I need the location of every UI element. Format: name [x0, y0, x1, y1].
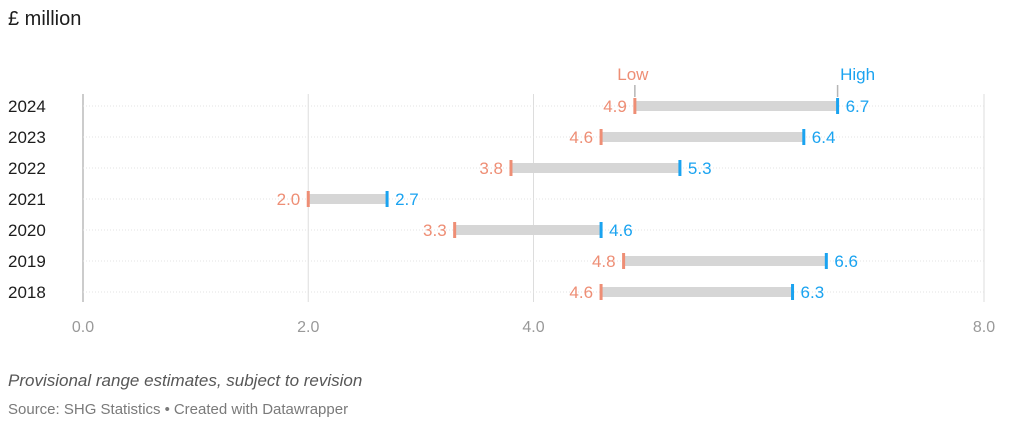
high-marker — [802, 129, 806, 145]
category-label: 2020 — [8, 221, 46, 240]
chart-unit-title: £ million — [8, 8, 82, 30]
low-value-label: 4.6 — [569, 128, 593, 147]
category-label: 2018 — [8, 283, 46, 302]
high-value-label: 6.3 — [801, 283, 825, 302]
range-bar — [510, 163, 680, 173]
range-bar — [601, 287, 793, 297]
x-tick-label: 0.0 — [72, 319, 94, 336]
high-marker — [824, 253, 828, 269]
high-value-label: 6.7 — [846, 97, 870, 116]
range-bar — [454, 225, 602, 235]
high-marker — [836, 98, 840, 114]
high-marker — [791, 284, 795, 300]
source-separator: • — [164, 401, 170, 418]
range-bar — [308, 194, 388, 204]
category-label: 2021 — [8, 190, 46, 209]
high-value-label: 6.4 — [812, 128, 836, 147]
range-bar — [634, 101, 838, 111]
low-value-label: 2.0 — [277, 190, 301, 209]
low-value-label: 4.8 — [592, 252, 616, 271]
datawrapper-credit-link[interactable]: Created with Datawrapper — [173, 401, 349, 418]
x-tick-label: 2.0 — [297, 319, 319, 336]
low-marker — [622, 253, 626, 269]
high-value-label: 6.6 — [834, 252, 858, 271]
chart-source: Source: SHG Statistics • Created with Data… — [8, 401, 348, 418]
high-value-label: 2.7 — [395, 190, 419, 209]
range-bar — [601, 132, 804, 142]
legend-low-label: Low — [617, 65, 649, 84]
high-value-label: 5.3 — [688, 159, 712, 178]
low-value-label: 4.6 — [569, 283, 593, 302]
category-label: 2019 — [8, 252, 46, 271]
range-bars: 4.9 6.7 4.6 6.4 3.8 5.3 2.0 2.73.3 4.6 4.8 6.6 4.6 6… — [277, 97, 870, 302]
x-tick-label: 8.0 — [973, 319, 995, 336]
x-tick-label: 4.0 — [522, 319, 544, 336]
category-label: 2022 — [8, 159, 46, 178]
high-marker — [599, 222, 603, 238]
source-text: Source: SHG Statistics — [8, 401, 161, 418]
legend: Low High — [617, 65, 875, 97]
low-marker — [599, 284, 603, 300]
low-marker — [633, 98, 637, 114]
range-chart: 0.0 2.0 4.0 8.0 2024 2023 2022 2021 2020 2019 201… — [8, 65, 995, 336]
low-value-label: 3.8 — [479, 159, 503, 178]
low-marker — [509, 160, 513, 176]
low-marker — [453, 222, 457, 238]
low-marker — [306, 191, 310, 207]
low-value-label: 4.9 — [603, 97, 627, 116]
low-marker — [599, 129, 603, 145]
high-marker — [678, 160, 682, 176]
high-value-label: 4.6 — [609, 221, 633, 240]
chart-notes: Provisional range estimates, subject to … — [8, 371, 363, 390]
x-axis: 0.0 2.0 4.0 8.0 — [72, 319, 995, 336]
legend-high-label: High — [840, 65, 875, 84]
low-value-label: 3.3 — [423, 221, 447, 240]
category-label: 2023 — [8, 128, 46, 147]
range-bar — [623, 256, 827, 266]
category-label: 2024 — [8, 97, 46, 116]
high-marker — [385, 191, 389, 207]
category-labels: 2024 2023 2022 2021 2020 2019 2018 — [8, 97, 46, 302]
